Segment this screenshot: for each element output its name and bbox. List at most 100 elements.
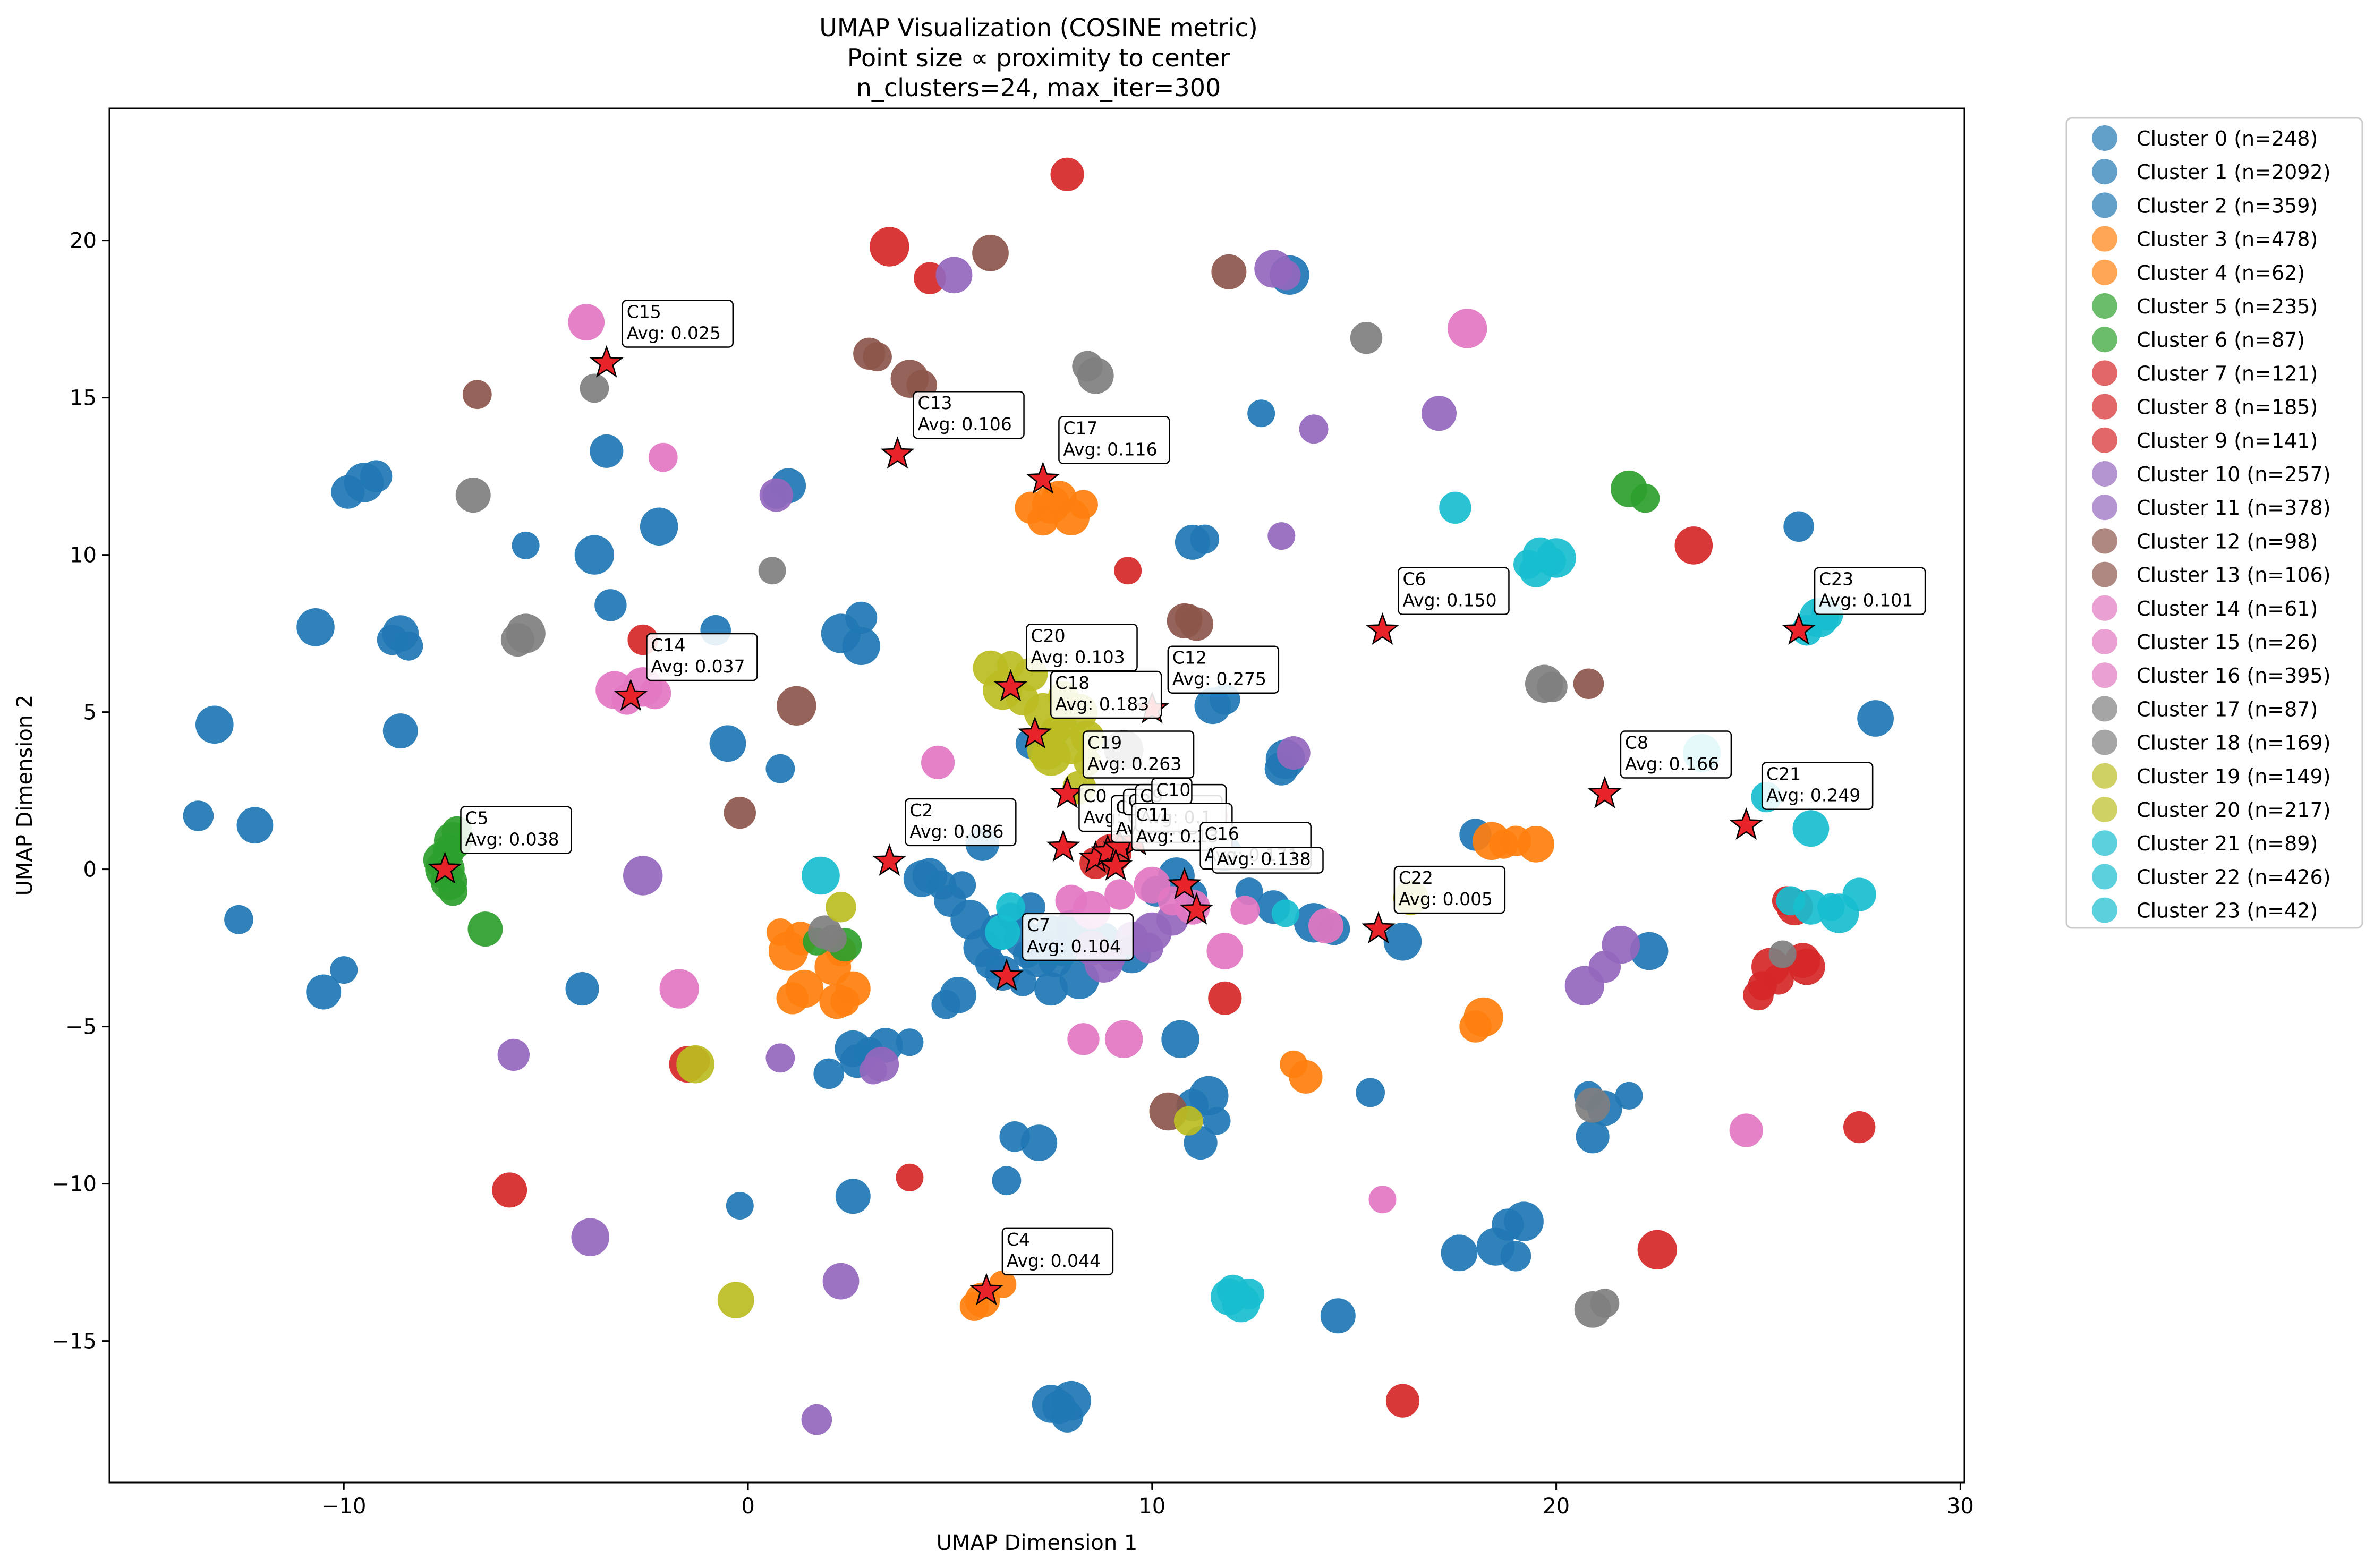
scatter-point bbox=[497, 1038, 530, 1071]
scatter-point bbox=[1289, 1060, 1323, 1094]
scatter-point bbox=[1674, 526, 1713, 565]
annotation-text: C8 bbox=[1625, 732, 1648, 753]
annotation-text: Avg: 0.104 bbox=[1027, 936, 1121, 957]
annotation-box bbox=[1167, 645, 1280, 694]
scatter-point bbox=[1350, 322, 1383, 354]
annotation-text: Avg: 0.116 bbox=[1063, 439, 1157, 460]
legend-marker bbox=[2092, 159, 2117, 185]
annotation-text: Avg: 0.005 bbox=[1399, 889, 1493, 909]
legend-label: Cluster 5 (n=235) bbox=[2137, 295, 2318, 318]
legend-marker bbox=[2092, 528, 2117, 554]
annotation-box bbox=[622, 300, 734, 348]
legend-marker bbox=[2092, 259, 2117, 285]
centroid-markers bbox=[428, 345, 1816, 1306]
annotation-text: C0 bbox=[1083, 786, 1107, 806]
scatter-point bbox=[640, 507, 678, 546]
legend-label: Cluster 17 (n=87) bbox=[2137, 697, 2318, 721]
legend-marker bbox=[2092, 360, 2117, 386]
legend-marker bbox=[2092, 797, 2117, 822]
legend-marker bbox=[2092, 394, 2117, 420]
scatter-point bbox=[972, 234, 1009, 271]
annotation-box bbox=[1398, 567, 1510, 615]
annotation-box bbox=[1001, 1227, 1114, 1276]
annotation-box bbox=[1212, 847, 1324, 874]
annotation-text: C20 bbox=[1031, 625, 1066, 646]
scatter-point bbox=[709, 725, 746, 762]
scatter-point bbox=[765, 1043, 795, 1073]
annotation-text: C15 bbox=[627, 302, 661, 322]
centroid-star bbox=[1587, 776, 1622, 808]
annotation-text: Avg: 0.183 bbox=[1055, 694, 1149, 714]
legend-label: Cluster 22 (n=426) bbox=[2137, 865, 2331, 889]
legend-item: Cluster 18 (n=169) bbox=[2092, 729, 2331, 755]
centroid-annotation: C10 bbox=[1151, 778, 1193, 805]
scatter-point bbox=[724, 796, 756, 829]
centroid-star bbox=[589, 345, 624, 378]
centroid-star bbox=[969, 1273, 1003, 1306]
scatter-point bbox=[438, 876, 468, 906]
annotation-text: C13 bbox=[918, 393, 952, 413]
legend-item: Cluster 21 (n=89) bbox=[2092, 830, 2318, 856]
scatter-point bbox=[1267, 522, 1296, 550]
legend-item: Cluster 3 (n=478) bbox=[2092, 226, 2318, 252]
centroid-star bbox=[993, 669, 1028, 702]
annotation-text: C23 bbox=[1819, 569, 1853, 590]
scatter-point bbox=[224, 905, 253, 934]
centroid-star bbox=[989, 958, 1024, 991]
scatter-point bbox=[1768, 940, 1797, 968]
legend-marker bbox=[2092, 763, 2117, 789]
scatter-point bbox=[1194, 687, 1231, 725]
scatter-point bbox=[1114, 557, 1142, 585]
x-tick-label: 0 bbox=[741, 1494, 754, 1519]
scatter-point bbox=[462, 380, 492, 410]
legend-item: Cluster 19 (n=149) bbox=[2092, 763, 2331, 789]
centroid-star bbox=[1179, 892, 1214, 925]
legend-item: Cluster 6 (n=87) bbox=[2092, 327, 2305, 353]
annotation-box bbox=[646, 633, 758, 681]
scatter-point bbox=[1173, 1106, 1203, 1136]
scatter-point bbox=[1489, 829, 1519, 859]
legend-item: Cluster 7 (n=121) bbox=[2092, 360, 2318, 386]
legend-label: Cluster 1 (n=2092) bbox=[2137, 160, 2331, 184]
scatter-point bbox=[574, 535, 615, 575]
legend-item: Cluster 4 (n=62) bbox=[2092, 259, 2305, 285]
legend-marker bbox=[2092, 226, 2117, 252]
centroid-star bbox=[1361, 911, 1396, 944]
annotation-text: Avg: 0.086 bbox=[909, 821, 1003, 842]
scatter-point bbox=[1857, 700, 1894, 737]
scatter-point bbox=[859, 1056, 887, 1085]
scatter-point bbox=[1032, 1385, 1070, 1423]
y-axis-label: UMAP Dimension 2 bbox=[13, 695, 37, 896]
scatter-point bbox=[1573, 668, 1604, 700]
scatter-point bbox=[1459, 1010, 1492, 1043]
annotation-text: Avg: 0.101 bbox=[1819, 590, 1913, 611]
scatter-point bbox=[813, 1058, 844, 1089]
annotation-box bbox=[1393, 865, 1506, 914]
legend-item: Cluster 11 (n=378) bbox=[2092, 495, 2331, 521]
y-tick-label: 10 bbox=[70, 543, 97, 568]
annotation-text: C10 bbox=[1156, 779, 1190, 800]
legend-item: Cluster 14 (n=61) bbox=[2092, 595, 2318, 621]
scatter-point bbox=[822, 1263, 860, 1300]
centroid-annotation: Avg: 0.138 bbox=[1212, 847, 1324, 874]
centroid-star bbox=[880, 436, 915, 469]
y-tick-label: −15 bbox=[52, 1330, 97, 1354]
annotation-text: Avg: 0.025 bbox=[627, 323, 721, 344]
scatter-point bbox=[801, 1404, 832, 1435]
scatter-point bbox=[1277, 736, 1311, 770]
legend-label: Cluster 8 (n=185) bbox=[2137, 396, 2318, 419]
scatter-point bbox=[1271, 899, 1299, 927]
annotation-text: Avg: 0.106 bbox=[918, 414, 1012, 434]
legend-item: Cluster 22 (n=426) bbox=[2092, 864, 2331, 890]
scatter-point bbox=[648, 442, 678, 472]
legend-item: Cluster 9 (n=141) bbox=[2092, 427, 2318, 453]
scatter-point bbox=[935, 257, 973, 294]
y-tick-label: 20 bbox=[70, 229, 97, 253]
scatter-point bbox=[659, 969, 699, 1009]
legend-label: Cluster 21 (n=89) bbox=[2137, 832, 2318, 855]
scatter-point bbox=[1211, 254, 1247, 289]
